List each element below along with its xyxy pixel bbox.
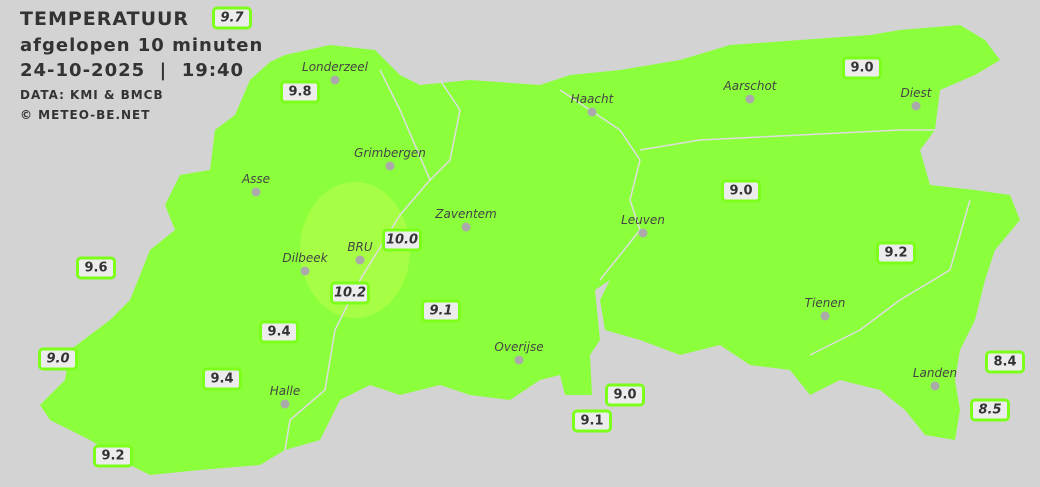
city-marker-icon — [461, 222, 471, 232]
city-label: Zaventem — [435, 207, 497, 221]
city-marker-icon — [355, 255, 365, 265]
station-temperature-label[interactable]: 9.7 — [212, 6, 252, 30]
copyright: © METEO-BE.NET — [20, 108, 151, 122]
city-label: Londerzeel — [302, 60, 368, 74]
city-label: BRU — [347, 240, 373, 254]
city-label: Overijse — [494, 340, 544, 354]
city-label: Aarschot — [723, 79, 777, 93]
city-marker-icon — [911, 101, 921, 111]
city-marker-icon — [280, 399, 290, 409]
station-temperature-label[interactable]: 9.0 — [842, 56, 882, 80]
map-subtitle: afgelopen 10 minuten — [20, 35, 264, 56]
city-marker-icon — [930, 381, 940, 391]
city-label: Leuven — [621, 213, 665, 227]
border-line — [639, 129, 935, 151]
station-temperature-label[interactable]: 10.2 — [330, 281, 370, 305]
warm-zone — [300, 182, 410, 318]
station-temperature-label[interactable]: 9.0 — [721, 179, 761, 203]
city-marker-icon — [820, 311, 830, 321]
station-temperature-label[interactable]: 9.1 — [421, 299, 461, 323]
map-title: TEMPERATUUR — [20, 8, 190, 30]
city-marker-icon — [251, 187, 261, 197]
station-temperature-label[interactable]: 9.4 — [259, 320, 299, 344]
city-marker-icon — [638, 228, 648, 238]
station-temperature-label[interactable]: 9.2 — [93, 444, 133, 468]
station-temperature-label[interactable]: 8.4 — [985, 350, 1025, 374]
city-label: Asse — [241, 172, 271, 186]
city-marker-icon — [587, 107, 597, 117]
city-marker-icon — [330, 75, 340, 85]
city-marker-icon — [385, 161, 395, 171]
city-label: Halle — [269, 384, 301, 398]
map-datetime: 24-10-2025 | 19:40 — [20, 60, 245, 81]
city-label: Diest — [900, 86, 932, 100]
station-temperature-label[interactable]: 9.0 — [38, 347, 78, 371]
city-marker-icon — [514, 355, 524, 365]
flemish-brabant-region — [40, 25, 1020, 475]
station-temperature-label[interactable]: 10.0 — [382, 228, 422, 252]
station-temperature-label[interactable]: 9.0 — [605, 383, 645, 407]
city-label: Haacht — [570, 92, 614, 106]
station-temperature-label[interactable]: 8.5 — [970, 398, 1010, 422]
station-temperature-label[interactable]: 9.2 — [876, 241, 916, 265]
station-temperature-label[interactable]: 9.4 — [202, 367, 242, 391]
city-label: Grimbergen — [354, 146, 426, 160]
data-source: DATA: KMI & BMCB — [20, 88, 164, 102]
station-temperature-label[interactable]: 9.8 — [280, 80, 320, 104]
border-line — [429, 79, 461, 181]
city-marker-icon — [300, 266, 310, 276]
station-temperature-label[interactable]: 9.6 — [76, 256, 116, 280]
border-line — [809, 199, 971, 356]
border-line — [559, 89, 641, 281]
city-label: Tienen — [804, 296, 846, 310]
station-temperature-label[interactable]: 9.1 — [572, 409, 612, 433]
city-label: Dilbeek — [282, 251, 328, 265]
city-label: Landen — [912, 366, 958, 380]
border-line — [284, 69, 431, 451]
city-marker-icon — [745, 94, 755, 104]
